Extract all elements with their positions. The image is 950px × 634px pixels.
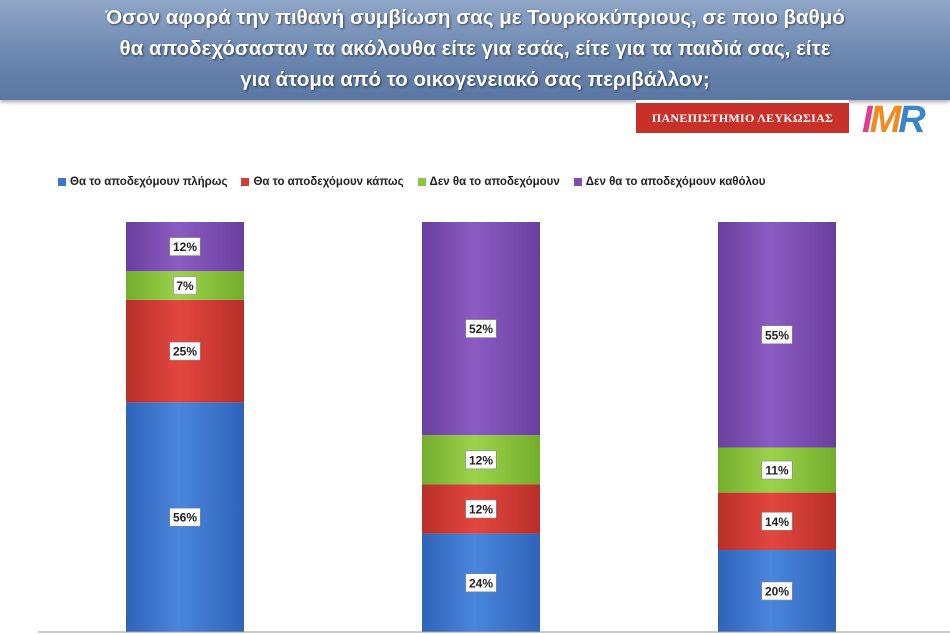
- legend-label-fully: Θα το αποδεχόμουν πλήρως: [70, 176, 228, 188]
- imr-logo-letter-i: I: [862, 99, 872, 141]
- data-label-box: [761, 581, 793, 601]
- title-line-2: θα αποδεχόσασταν τα ακόλουθα είτε για εσ…: [119, 37, 831, 60]
- title-line-1: Όσον αφορά την πιθανή συμβίωση σας με Το…: [105, 6, 845, 29]
- data-label: 24%: [469, 576, 493, 590]
- imr-logo: IMR: [862, 100, 936, 140]
- data-label: 12%: [469, 453, 493, 467]
- data-label: 14%: [765, 515, 789, 529]
- legend-item-fully: Θα το αποδεχόμουν πλήρως: [58, 176, 227, 188]
- legend-label-not-at-all: Δεν θα το αποδεχόμουν καθόλου: [585, 176, 766, 188]
- title-banner: Όσον αφορά την πιθανή συμβίωση σας με Το…: [0, 0, 950, 100]
- legend-item-somewhat: Θα το αποδεχόμουν κάπως: [241, 176, 404, 188]
- data-label-box: [465, 573, 497, 593]
- data-label: 55%: [765, 328, 789, 342]
- data-label: 25%: [173, 345, 197, 359]
- data-label-box: [465, 450, 497, 470]
- data-label-box: [465, 499, 497, 519]
- legend-item-not: Δεν θα το αποδεχόμουν: [417, 176, 560, 188]
- legend-swatch-red: [241, 178, 250, 186]
- legend-label-not: Δεν θα το αποδεχόμουν: [429, 176, 560, 188]
- title-line-3: για άτομα από το οικογενειακό σας περιβά…: [240, 68, 710, 91]
- data-label: 56%: [173, 511, 197, 525]
- data-label: 12%: [173, 240, 197, 254]
- imr-logo-letter-m: M: [869, 99, 902, 141]
- legend-swatch-purple: [573, 178, 582, 186]
- legend-swatch-blue: [58, 178, 66, 186]
- data-label-box: [761, 511, 793, 531]
- data-label-box: [761, 325, 793, 345]
- data-label-box: [465, 319, 497, 338]
- data-label-box: [169, 341, 201, 361]
- data-label-box: [761, 460, 793, 480]
- data-label: 7%: [176, 279, 194, 293]
- data-label-box: [169, 237, 201, 256]
- data-label: 12%: [469, 503, 493, 517]
- legend-swatch-green: [417, 178, 426, 186]
- chart-legend: Θα το αποδεχόμουν πλήρως Θα το αποδεχόμο…: [58, 174, 780, 190]
- data-label-box: [173, 276, 197, 295]
- legend-item-not-at-all: Δεν θα το αποδεχόμουν καθόλου: [573, 176, 766, 188]
- university-logo: ΠΑΝΕΠΙΣΤΗΜΙΟ ΛΕΥΚΩΣΙΑΣ: [636, 100, 849, 136]
- legend-label-somewhat: Θα το αποδεχόμουν κάπως: [253, 176, 404, 188]
- page-title: Όσον αφορά την πιθανή συμβίωση σας με Το…: [15, 2, 935, 95]
- data-label: 20%: [765, 585, 789, 599]
- data-label-box: [169, 507, 201, 527]
- data-label: 11%: [765, 464, 789, 478]
- data-label: 52%: [469, 322, 493, 336]
- imr-logo-letter-r: R: [898, 99, 926, 141]
